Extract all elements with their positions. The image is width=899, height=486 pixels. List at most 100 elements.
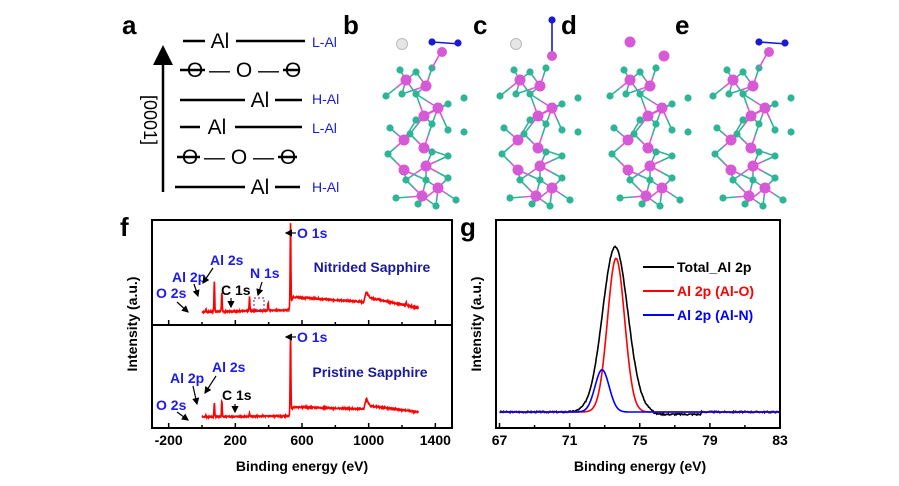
structure-e — [709, 38, 795, 210]
oxygen-atom — [779, 196, 787, 204]
layer-5-atoms: O — O — O — [182, 146, 296, 169]
oxygen-atom — [755, 120, 763, 128]
oxygen-atom — [771, 126, 779, 134]
legend-label-al-o: Al 2p (Al-O) — [677, 283, 754, 299]
x-tick-label: 71 — [562, 432, 578, 448]
layer-4-atoms: Al — [208, 116, 227, 139]
aluminum-atom — [532, 142, 544, 154]
aluminum-atom — [747, 160, 759, 172]
layer-1-atoms: Al — [211, 30, 230, 53]
aluminum-atom — [514, 74, 526, 86]
panel-f: f -200 200 600 1000 1400 Binding energy (eV)… — [120, 212, 453, 474]
legend-label-total: Total_Al 2p — [677, 259, 751, 275]
oxygen-atom — [771, 100, 779, 108]
oxygen-atom — [412, 90, 420, 98]
axis-direction-label: [0001] — [140, 95, 160, 145]
oxygen-atom — [506, 194, 514, 202]
oxygen-atom — [711, 150, 719, 158]
oxygen-atom — [422, 176, 430, 184]
x-tick-label: 200 — [224, 432, 248, 448]
oxygen-atom — [725, 90, 733, 98]
oxygen-atom — [626, 176, 634, 184]
aluminum-atom — [656, 102, 668, 114]
aluminum-atom — [624, 36, 636, 48]
panel-g: g 67 71 75 79 83 Binding energy (eV) Intensi… — [460, 212, 788, 474]
ann-o1s-top: O 1s — [297, 225, 328, 241]
oxygen-atom — [668, 126, 676, 134]
oxygen-atom — [398, 90, 406, 98]
oxygen-atom — [723, 66, 731, 74]
ann-al2p-top: Al 2p — [172, 269, 206, 285]
aluminum-atom — [546, 102, 558, 114]
nitrogen-atom — [755, 38, 763, 46]
layer-2-atoms: O — O — O — [187, 59, 301, 82]
oxygen-atom — [713, 124, 721, 132]
g-x-axis-label: Binding energy (eV) — [574, 458, 706, 474]
oxygen-atom — [646, 176, 654, 184]
oxygen-atom — [546, 202, 554, 210]
panel-label-b: b — [343, 10, 359, 40]
oxygen-atom — [428, 120, 436, 128]
aluminum-atom — [745, 142, 757, 154]
x-tick-label: 67 — [492, 432, 508, 448]
aluminum-atom — [658, 50, 670, 62]
oxygen-atom — [528, 200, 536, 208]
oxygen-atom — [709, 92, 717, 100]
aluminum-atom — [420, 80, 432, 92]
oxygen-atom — [412, 68, 420, 76]
oxygen-atom — [526, 90, 534, 98]
oxygen-atom — [542, 120, 550, 128]
aluminum-atom — [642, 110, 654, 122]
al2p-spectrum-plot: 67 71 75 79 83 — [492, 219, 788, 448]
aluminum-atom — [416, 190, 428, 202]
oxygen-atom — [392, 194, 400, 202]
hydrogen-atom — [510, 38, 522, 50]
oxygen-atom — [638, 200, 646, 208]
oxygen-atom — [739, 116, 747, 124]
oxygen-atom — [668, 100, 676, 108]
oxygen-atom — [566, 196, 574, 204]
oxygen-atom — [656, 202, 664, 210]
aluminum-atom — [747, 80, 759, 92]
nitrogen-atom — [781, 39, 789, 47]
ann-o1s-bottom: O 1s — [297, 329, 328, 345]
oxygen-atom — [406, 130, 414, 138]
oxygen-atom — [606, 92, 614, 100]
oxygen-atom — [452, 196, 460, 204]
oxygen-atom — [676, 196, 684, 204]
layer-6-tag: H-Al — [312, 179, 339, 195]
oxygen-atom — [558, 126, 566, 134]
aluminum-atom — [546, 182, 558, 194]
oxygen-atom — [620, 66, 628, 74]
oxygen-atom — [526, 68, 534, 76]
aluminum-atom — [725, 134, 737, 146]
oxygen-atom — [739, 68, 747, 76]
panel-label-c: c — [473, 10, 487, 40]
layer-3-atoms: Al — [251, 89, 270, 112]
spectrum-line-nitrided — [201, 223, 420, 316]
ann-al2p-bottom: Al 2p — [170, 370, 204, 386]
oxygen-atom — [749, 176, 757, 184]
x-tick-label: 75 — [632, 432, 648, 448]
aluminum-atom — [642, 142, 654, 154]
oxygen-atom — [520, 130, 528, 138]
aluminum-atom — [656, 182, 668, 194]
oxygen-atom — [384, 150, 392, 158]
nitrogen-atom — [548, 16, 556, 24]
oxygen-atom — [536, 176, 544, 184]
oxygen-atom — [636, 90, 644, 98]
ann-c1s-top: C 1s — [221, 282, 251, 298]
oxygen-atom — [382, 92, 390, 100]
oxygen-atom — [684, 128, 692, 136]
x-tick-label: 1000 — [353, 432, 384, 448]
aluminum-atom — [759, 182, 771, 194]
ann-c1s-bottom: C 1s — [222, 387, 252, 403]
x-tick-label: 79 — [702, 432, 718, 448]
panel-label-a: a — [122, 10, 137, 40]
aluminum-atom — [624, 74, 636, 86]
oxygen-atom — [636, 68, 644, 76]
aluminum-atom — [644, 80, 656, 92]
aluminum-atom — [622, 164, 634, 176]
oxygen-atom — [542, 64, 550, 72]
